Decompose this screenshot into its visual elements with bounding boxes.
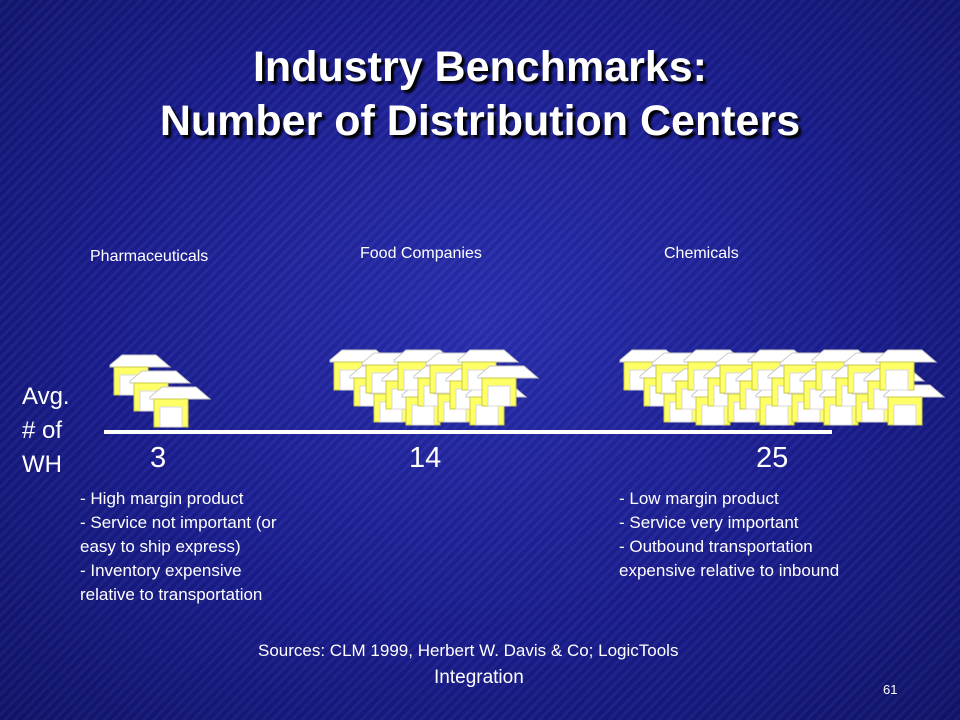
note-left-line: relative to transportation [80,585,263,604]
category-label-food-companies: Food Companies [360,245,482,262]
note-right-line: - Low margin product [619,489,779,508]
note-left-line: - Service not important (or [80,513,277,532]
warehouse-icon [875,349,938,391]
source-line-2: Integration [434,667,524,688]
y-axis-label-line-1: Avg. [22,383,70,410]
note-right-line: - Outbound transportation [619,537,813,556]
notes-left: - High margin product - Service not impo… [80,487,277,607]
slide-title-line-1: Industry Benchmarks: [252,43,708,91]
note-left-line: - Inventory expensive [80,561,242,580]
source-line-1: Sources: CLM 1999, Herbert W. Davis & Co… [258,641,679,660]
note-right-line: - Service very important [619,513,799,532]
slide-number: 61 [883,682,898,697]
warehouse-icons-layer [109,349,946,428]
value-label-pharmaceuticals: 3 [150,442,167,474]
value-label-food-companies: 14 [409,442,442,474]
category-label-chemicals: Chemicals [664,245,739,262]
category-label-pharmaceuticals: Pharmaceuticals [90,248,209,265]
y-axis-label-line-2: # of [22,417,63,444]
y-axis-label-line-3: WH [22,451,62,478]
note-left-line: - High margin product [80,489,244,508]
notes-right: - Low margin product - Service very impo… [619,487,839,583]
warehouse-icon [883,384,946,426]
note-right-line: expensive relative to inbound [619,561,840,580]
warehouse-icon [149,386,212,428]
y-axis-label: Avg. # of WH [22,380,70,482]
warehouse-icon [477,365,540,407]
value-label-chemicals: 25 [756,442,789,474]
note-left-line: easy to ship express) [80,537,241,556]
slide-title-line-2: Number of Distribution Centers [159,97,801,145]
